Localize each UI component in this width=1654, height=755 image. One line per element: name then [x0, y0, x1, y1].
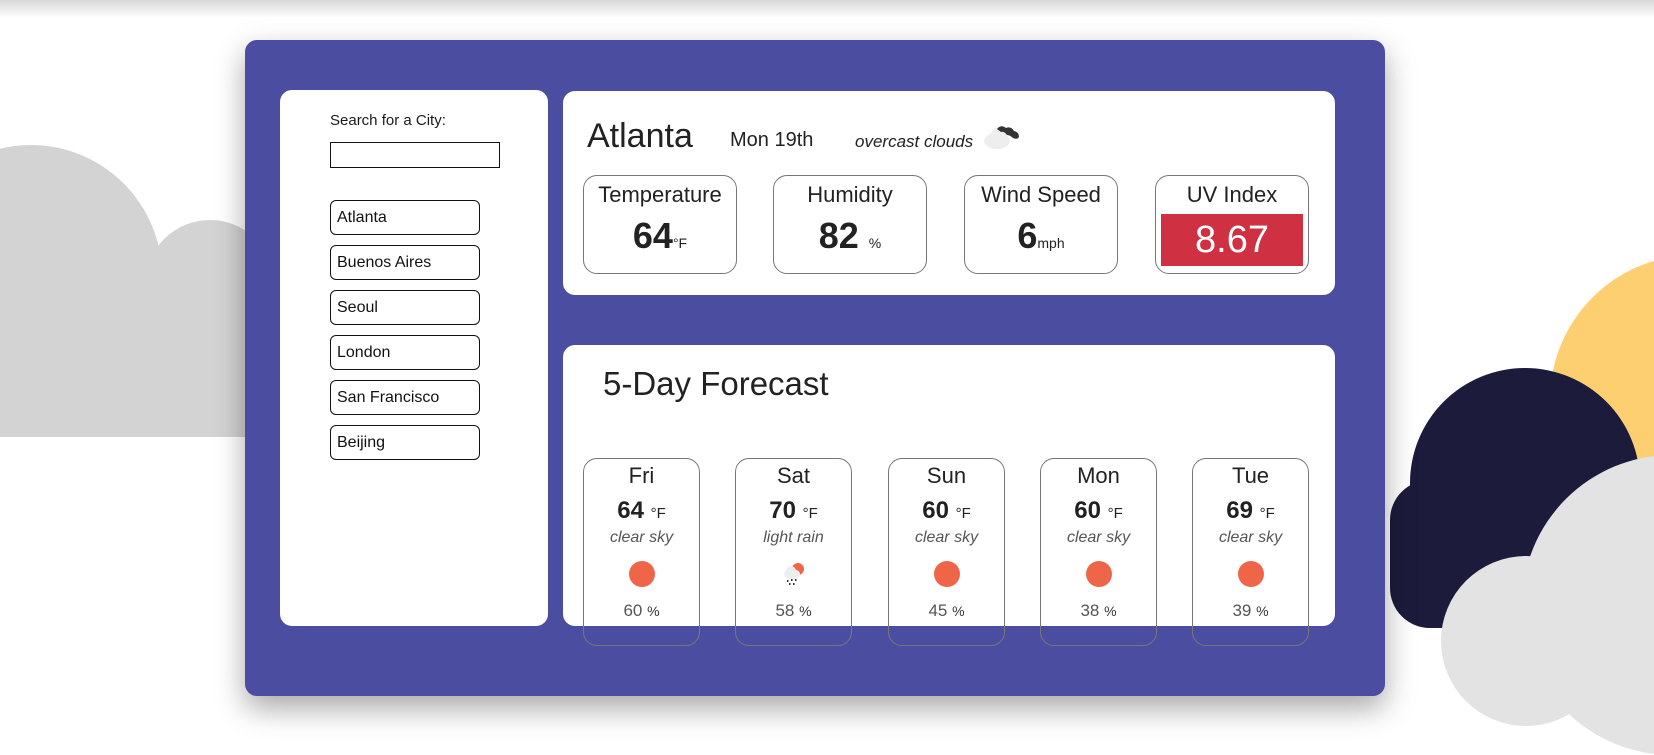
- wind-speed-value: 6mph: [1017, 215, 1065, 256]
- wind-speed-unit: mph: [1037, 235, 1065, 251]
- forecast-day: Sat: [776, 463, 811, 488]
- city-button-beijing[interactable]: Beijing: [330, 425, 480, 460]
- city-sidebar: Search for a City: Atlanta Buenos Aires …: [280, 90, 548, 626]
- city-button-atlanta[interactable]: Atlanta: [330, 200, 480, 235]
- forecast-day: Sun: [926, 463, 967, 488]
- humidity-card: Humidity 82 %: [773, 175, 927, 274]
- uv-index-label: UV Index: [1186, 182, 1278, 207]
- forecast-humidity: 45 %: [928, 601, 965, 620]
- city-button-san-francisco[interactable]: San Francisco: [330, 380, 480, 415]
- forecast-temp: 60 °F: [1074, 497, 1123, 524]
- forecast-day: Mon: [1077, 463, 1120, 488]
- top-shadow: [0, 0, 1654, 18]
- city-button-london[interactable]: London: [330, 335, 480, 370]
- city-history-list: Atlanta Buenos Aires Seoul London San Fr…: [330, 200, 480, 470]
- temperature-unit: °F: [672, 235, 688, 251]
- forecast-day-card: Sun 60 °F clear sky 45 %: [888, 458, 1005, 646]
- forecast-description: light rain: [763, 529, 824, 546]
- forecast-description: clear sky: [1066, 529, 1131, 546]
- sun-icon: [933, 561, 960, 587]
- temperature-label: Temperature: [598, 182, 722, 207]
- forecast-day-card: Mon 60 °F clear sky 38 %: [1040, 458, 1157, 646]
- humidity-unit: %: [868, 235, 882, 251]
- overcast-clouds-icon: [984, 126, 1019, 149]
- forecast-description: clear sky: [914, 529, 979, 546]
- city-button-seoul[interactable]: Seoul: [330, 290, 480, 325]
- uv-index-card: UV Index 8.67: [1155, 175, 1309, 274]
- wind-speed-label: Wind Speed: [981, 182, 1101, 207]
- current-date: Mon 19th: [730, 129, 814, 151]
- temperature-value: 64°F: [632, 215, 688, 256]
- forecast-day: Tue: [1231, 463, 1270, 488]
- forecast-description: clear sky: [1218, 529, 1283, 546]
- forecast-humidity: 60 %: [623, 601, 660, 620]
- forecast-day-card: Sat 70 °F light rain 58 %: [735, 458, 852, 646]
- forecast-humidity: 38 %: [1080, 601, 1117, 620]
- humidity-value: 82 %: [818, 215, 882, 256]
- forecast-temp: 70 °F: [769, 497, 818, 524]
- weather-description: overcast clouds: [855, 132, 974, 151]
- city-name: Atlanta: [587, 117, 693, 155]
- search-label: Search for a City:: [330, 112, 446, 129]
- wind-speed-card: Wind Speed 6mph: [964, 175, 1118, 274]
- sun-icon: [1085, 561, 1112, 587]
- forecast-description: clear sky: [609, 529, 674, 546]
- forecast-day-card: Tue 69 °F clear sky 39 %: [1192, 458, 1309, 646]
- forecast-temp: 69 °F: [1226, 497, 1275, 524]
- forecast-day: Fri: [628, 463, 655, 488]
- city-button-buenos-aires[interactable]: Buenos Aires: [330, 245, 480, 280]
- forecast-panel: 5-Day Forecast Fri 64 °F clear sky 60 % …: [563, 345, 1335, 646]
- light-rain-icon: [783, 563, 804, 585]
- forecast-day-card: Fri 64 °F clear sky 60 %: [583, 458, 700, 646]
- humidity-label: Humidity: [807, 182, 893, 207]
- forecast-title: 5-Day Forecast: [603, 365, 829, 402]
- forecast-humidity: 39 %: [1232, 601, 1269, 620]
- temperature-card: Temperature 64°F: [583, 175, 737, 274]
- forecast-temp: 60 °F: [922, 497, 971, 524]
- forecast-humidity: 58 %: [775, 601, 812, 620]
- forecast-temp: 64 °F: [617, 497, 666, 524]
- uv-index-badge: 8.67: [1161, 214, 1303, 266]
- sun-icon: [628, 561, 655, 587]
- city-search-input[interactable]: [330, 142, 500, 168]
- sun-icon: [1237, 561, 1264, 587]
